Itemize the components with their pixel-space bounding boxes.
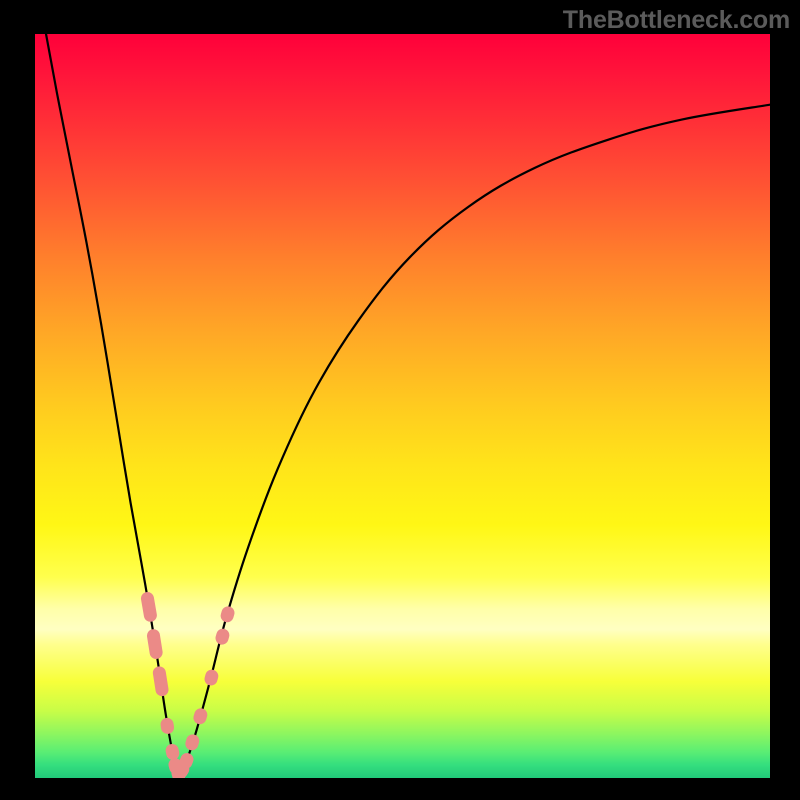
bottleneck-chart-svg — [0, 0, 800, 800]
chart-stage: TheBottleneck.com — [0, 0, 800, 800]
plot-background — [35, 34, 770, 778]
watermark-text: TheBottleneck.com — [563, 6, 790, 35]
